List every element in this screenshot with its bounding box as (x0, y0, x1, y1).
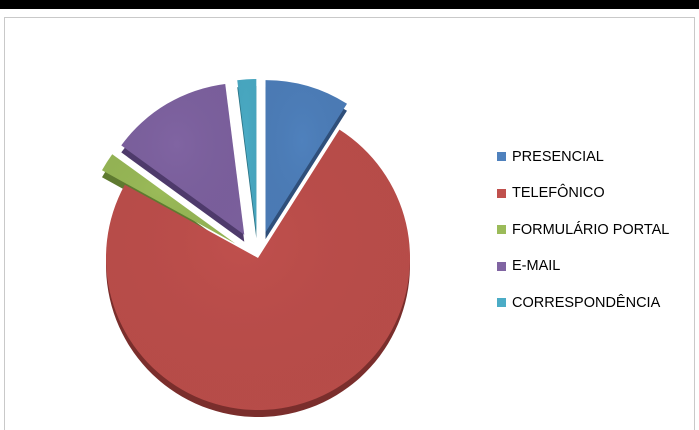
legend-swatch-presencial (497, 152, 506, 161)
legend-item-e-mail: E-MAIL (497, 257, 669, 276)
legend: PRESENCIAL TELEFÔNICO FORMULÁRIO PORTAL E-M… (497, 147, 669, 330)
legend-item-presencial: PRESENCIAL (497, 147, 669, 166)
legend-swatch-formulario-portal (497, 225, 506, 234)
slice-sheen-correspondencia (237, 79, 257, 232)
legend-item-correspondencia: CORRESPONDÊNCIA (497, 293, 669, 312)
top-rule (0, 0, 699, 9)
legend-label: TELEFÔNICO (512, 185, 605, 201)
legend-item-telefonico: TELEFÔNICO (497, 184, 669, 203)
slice-sheen-formulario-portal (102, 154, 236, 244)
legend-swatch-e-mail (497, 261, 506, 271)
slice-sheen-telefonico (106, 129, 410, 411)
legend-item-formulario-portal: FORMULÁRIO PORTAL (497, 220, 669, 239)
legend-label: E-MAIL (512, 258, 561, 274)
legend-label: PRESENCIAL (512, 148, 604, 165)
slice-sheen-presencial (265, 80, 347, 233)
legend-label: CORRESPONDÊNCIA (512, 294, 661, 311)
legend-swatch-correspondencia (497, 298, 506, 307)
legend-swatch-telefonico (497, 188, 506, 198)
legend-label: FORMULÁRIO PORTAL (512, 221, 670, 238)
slice-sheen-e-mail (121, 83, 245, 235)
